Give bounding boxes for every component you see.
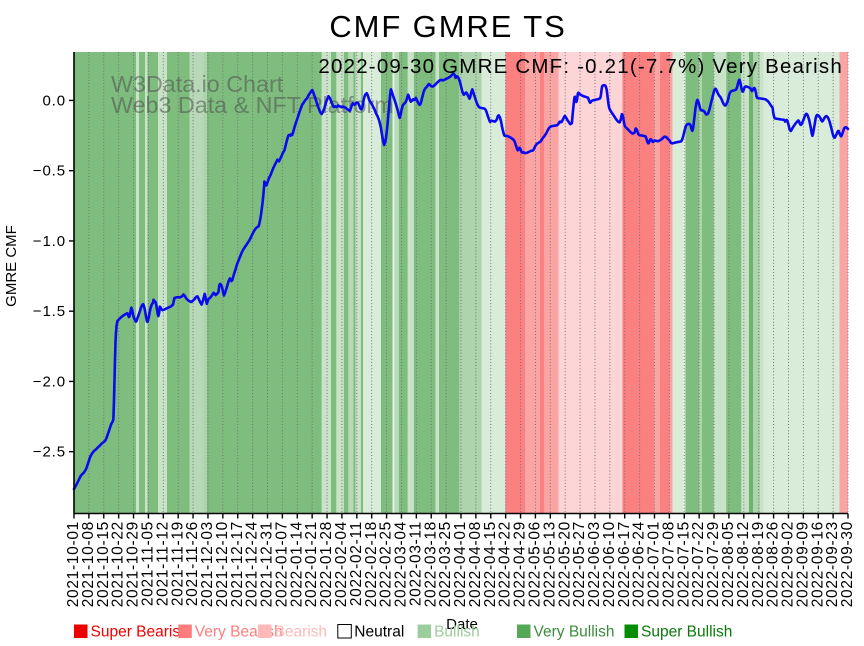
svg-text:2022-03-04: 2022-03-04 <box>393 521 410 607</box>
svg-text:2022-06-24: 2022-06-24 <box>631 521 648 607</box>
svg-text:0.0: 0.0 <box>42 92 66 109</box>
svg-text:Neutral: Neutral <box>354 624 404 641</box>
svg-text:2021-10-15: 2021-10-15 <box>95 521 112 607</box>
svg-text:2022-09-02: 2022-09-02 <box>780 521 797 607</box>
svg-text:2022-09-23: 2022-09-23 <box>824 521 841 607</box>
svg-text:2021-12-24: 2021-12-24 <box>244 521 261 607</box>
svg-text:Super Bullish: Super Bullish <box>641 624 732 641</box>
svg-text:2022-02-04: 2022-02-04 <box>333 521 350 607</box>
svg-text:2021-11-05: 2021-11-05 <box>140 521 157 606</box>
svg-text:2022-07-15: 2022-07-15 <box>675 521 692 607</box>
svg-text:2021-11-19: 2021-11-19 <box>169 521 186 606</box>
svg-text:−2.5: −2.5 <box>33 444 66 461</box>
svg-text:2022-09-16: 2022-09-16 <box>809 521 826 607</box>
svg-text:−2.0: −2.0 <box>33 373 66 390</box>
svg-text:−1.5: −1.5 <box>33 303 66 320</box>
svg-text:2021-10-01: 2021-10-01 <box>65 521 82 607</box>
svg-text:2022-04-29: 2022-04-29 <box>512 521 529 607</box>
svg-text:2022-01-14: 2022-01-14 <box>288 521 305 607</box>
svg-text:2022-07-01: 2022-07-01 <box>646 521 663 607</box>
svg-text:2022-02-11: 2022-02-11 <box>348 521 365 606</box>
svg-text:2022-05-13: 2022-05-13 <box>541 521 558 607</box>
svg-text:2022-07-29: 2022-07-29 <box>705 521 722 607</box>
svg-text:2021-12-10: 2021-12-10 <box>214 521 231 607</box>
svg-text:Very Bullish: Very Bullish <box>534 624 615 641</box>
svg-text:2022-07-08: 2022-07-08 <box>660 521 677 607</box>
svg-text:2022-03-25: 2022-03-25 <box>437 521 454 607</box>
svg-text:Bearish: Bearish <box>275 624 328 641</box>
svg-text:2022-02-25: 2022-02-25 <box>378 521 395 607</box>
svg-text:CMF GMRE TS: CMF GMRE TS <box>329 9 566 44</box>
svg-text:2022-09-09: 2022-09-09 <box>794 521 811 607</box>
svg-text:2022-05-27: 2022-05-27 <box>571 521 588 607</box>
svg-text:2021-11-26: 2021-11-26 <box>184 521 201 606</box>
svg-text:2022-06-03: 2022-06-03 <box>586 521 603 607</box>
svg-text:2022-04-22: 2022-04-22 <box>497 521 514 607</box>
svg-text:2021-12-17: 2021-12-17 <box>229 521 246 607</box>
svg-text:2022-04-15: 2022-04-15 <box>482 521 499 607</box>
svg-text:2022-03-11: 2022-03-11 <box>407 521 424 606</box>
svg-text:Web3 Data & NFT Platform: Web3 Data & NFT Platform <box>111 92 394 118</box>
svg-text:2022-04-08: 2022-04-08 <box>467 521 484 607</box>
svg-text:2021-10-29: 2021-10-29 <box>125 521 142 607</box>
svg-text:2022-03-18: 2022-03-18 <box>422 521 439 607</box>
svg-text:2022-05-20: 2022-05-20 <box>556 521 573 607</box>
svg-text:Super Bearish: Super Bearish <box>91 624 189 641</box>
svg-text:2021-12-31: 2021-12-31 <box>259 521 276 607</box>
svg-text:−1.0: −1.0 <box>33 233 66 250</box>
svg-text:2022-01-07: 2022-01-07 <box>273 521 290 607</box>
svg-text:2022-08-05: 2022-08-05 <box>720 521 737 607</box>
svg-text:2021-12-03: 2021-12-03 <box>199 521 216 607</box>
svg-text:GMRE CMF: GMRE CMF <box>3 225 20 307</box>
svg-text:2022-04-01: 2022-04-01 <box>452 521 469 607</box>
svg-text:2022-07-22: 2022-07-22 <box>690 521 707 607</box>
svg-text:Date: Date <box>446 616 478 633</box>
svg-text:2022-06-17: 2022-06-17 <box>616 521 633 607</box>
svg-text:2022-09-30 GMRE CMF: -0.21(-7.: 2022-09-30 GMRE CMF: -0.21(-7.7%) Very B… <box>318 55 843 78</box>
svg-text:2022-08-19: 2022-08-19 <box>750 521 767 607</box>
svg-text:−0.5: −0.5 <box>33 163 66 180</box>
svg-text:2021-10-08: 2021-10-08 <box>80 521 97 607</box>
svg-text:2021-10-22: 2021-10-22 <box>110 521 127 607</box>
svg-text:Bullish: Bullish <box>434 624 480 641</box>
svg-text:2021-11-12: 2021-11-12 <box>154 521 171 606</box>
svg-text:2022-06-10: 2022-06-10 <box>601 521 618 607</box>
svg-text:2022-08-12: 2022-08-12 <box>735 521 752 607</box>
svg-text:2022-05-06: 2022-05-06 <box>527 521 544 607</box>
svg-text:2022-01-21: 2022-01-21 <box>303 521 320 607</box>
svg-text:2022-08-26: 2022-08-26 <box>765 521 782 607</box>
svg-text:2022-09-30: 2022-09-30 <box>839 521 856 607</box>
svg-text:2022-02-18: 2022-02-18 <box>363 521 380 607</box>
svg-text:W3Data.io Chart: W3Data.io Chart <box>111 71 284 97</box>
svg-text:2022-01-28: 2022-01-28 <box>318 521 335 607</box>
